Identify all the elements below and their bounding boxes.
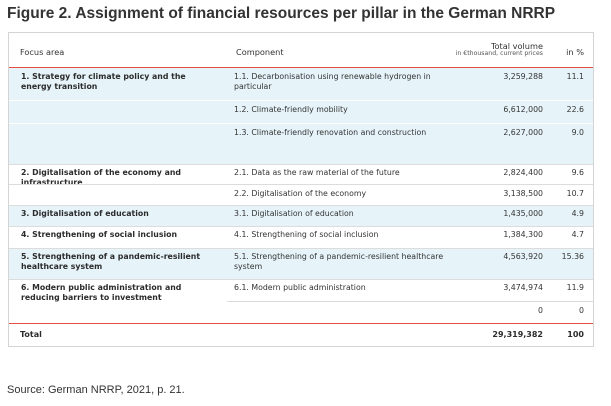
focus-group-5: 5. Strengthening of a pandemic-resilient… [9,248,593,279]
component-cell: 1.3. Climate-friendly renovation and con… [234,128,427,137]
total-row: Total 29,319,382 100 [9,324,593,346]
volume-cell: 2,627,000 [503,128,543,137]
volume-cell: 0 [538,306,543,315]
group-divider [9,164,593,165]
volume-cell: 3,259,288 [503,72,543,81]
focus-area-label: 5. Strengthening of a pandemic-resilient… [21,252,201,271]
table-row: 1.3. Climate-friendly renovation and con… [9,123,593,165]
volume-cell: 3,474,974 [503,283,543,292]
focus-group-6: 6. Modern public administration and redu… [9,279,593,322]
focus-group-1: 1. Strategy for climate policy and the e… [9,68,593,164]
table-row: 5.1. Strengthening of a pandemic-resilie… [9,248,593,279]
focus-area-label: 1. Strategy for climate policy and the e… [21,72,186,91]
percent-cell: 10.7 [566,189,584,198]
percent-cell: 15.36 [561,252,584,261]
percent-cell: 0 [579,306,584,315]
percent-cell: 22.6 [566,105,584,114]
group-divider [9,279,593,280]
component-cell: 1.2. Climate-friendly mobility [234,105,348,114]
group-divider [9,226,593,227]
component-cell: 5.1. Strengthening of a pandemic-resilie… [234,252,444,271]
total-label: Total [20,330,42,339]
component-cell: 6.1. Modern public administration [234,283,366,292]
focus-area-label: 6. Modern public administration and redu… [21,283,182,302]
percent-cell: 4.9 [571,209,584,218]
table-row: 1.2. Climate-friendly mobility 6,612,000… [9,100,593,124]
header-volume-unit: in €thousand, current prices [455,49,543,57]
volume-cell: 1,435,000 [503,209,543,218]
percent-cell: 4.7 [571,230,584,239]
group-divider [9,205,593,206]
header-volume-label: Total volume [490,41,543,51]
component-cell: 2.1. Data as the raw material of the fut… [234,168,400,177]
table-row: 2.1. Data as the raw material of the fut… [9,164,593,184]
percent-cell: 9.6 [571,168,584,177]
volume-cell: 2,824,400 [503,168,543,177]
focus-group-3: 3. Digitalisation of education 3.1. Digi… [9,205,593,226]
table-row: 2.2. Digitalisation of the economy 3,138… [9,184,593,206]
total-volume: 29,319,382 [492,330,543,339]
focus-group-4: 4. Strengthening of social inclusion 4.1… [9,226,593,248]
table-row: 1.1. Decarbonisation using renewable hyd… [9,68,593,100]
component-cell: 4.1. Strengthening of social inclusion [234,230,379,239]
component-cell: 2.2. Digitalisation of the economy [234,189,367,198]
percent-cell: 11.9 [566,283,584,292]
focus-area-label: 4. Strengthening of social inclusion [21,230,178,239]
header-percent: in % [566,47,584,57]
table-header: Focus area Component Total volume in €th… [9,33,593,67]
focus-area-label: 2. Digitalisation of the economy and inf… [21,168,181,187]
group-divider [9,248,593,249]
total-percent: 100 [567,330,584,339]
volume-cell: 1,384,300 [503,230,543,239]
resources-table: Focus area Component Total volume in €th… [8,32,594,347]
focus-area-label: 3. Digitalisation of education [21,209,149,218]
total-divider [9,323,593,324]
table-row: 3.1. Digitalisation of education 1,435,0… [9,205,593,226]
header-divider [9,67,593,68]
header-focus-area: Focus area [20,47,65,57]
header-total-volume: Total volume in €thousand, current price… [456,42,543,57]
volume-cell: 4,563,920 [503,252,543,261]
component-cell: 1.1. Decarbonisation using renewable hyd… [234,72,431,91]
focus-group-2: 2. Digitalisation of the economy and inf… [9,164,593,205]
volume-cell: 6,612,000 [503,105,543,114]
component-cell: 3.1. Digitalisation of education [234,209,354,218]
table-row: 4.1. Strengthening of social inclusion 1… [9,226,593,248]
table-row: 0 0 [227,301,593,323]
volume-cell: 3,138,500 [503,189,543,198]
percent-cell: 9.0 [571,128,584,137]
figure-title: Figure 2. Assignment of financial resour… [7,5,556,22]
source-note: Source: German NRRP, 2021, p. 21. [7,384,185,396]
table-row: 6.1. Modern public administration 3,474,… [9,279,593,301]
header-component: Component [236,47,284,57]
percent-cell: 11.1 [566,72,584,81]
